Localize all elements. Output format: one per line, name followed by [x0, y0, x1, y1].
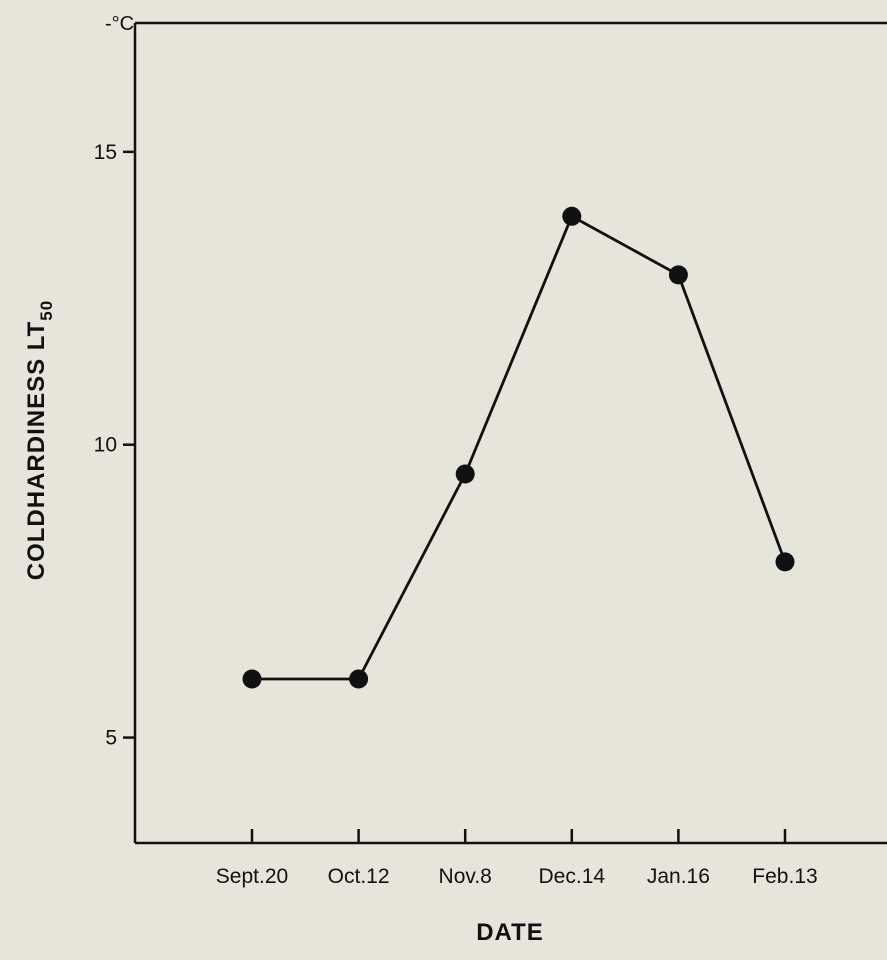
- y-tick-label: 15: [94, 141, 117, 164]
- y-ticks: 5 10 15: [94, 141, 135, 750]
- axes: [133, 21, 887, 845]
- data-point: [242, 669, 262, 689]
- data-point: [349, 669, 369, 689]
- x-axis-title: DATE: [476, 919, 544, 946]
- y-axis-title: COLDHARDINESS LT50: [23, 300, 56, 580]
- data-point: [668, 265, 688, 285]
- y-tick-label: 10: [94, 434, 117, 457]
- y-tick-label: 5: [105, 727, 117, 750]
- y-axis-title-subscript: 50: [37, 300, 56, 321]
- data-point: [562, 206, 582, 226]
- x-tick-label: Jan.16: [647, 865, 710, 888]
- x-tick-label: Sept.20: [216, 865, 288, 888]
- y-axis-title-main: COLDHARDINESS LT: [23, 321, 50, 581]
- y-unit-label: -°C: [105, 13, 134, 35]
- data-point: [775, 552, 795, 572]
- x-tick-label: Nov.8: [439, 865, 492, 888]
- x-tick-label: Feb.13: [752, 865, 817, 888]
- x-ticks: Sept.20 Oct.12 Nov.8 Dec.14 Jan.16 Feb.13: [216, 829, 818, 888]
- series: [242, 206, 795, 689]
- series-line: [252, 214, 787, 681]
- data-point: [455, 464, 475, 484]
- x-tick-label: Dec.14: [539, 865, 606, 888]
- x-tick-label: Oct.12: [328, 865, 390, 888]
